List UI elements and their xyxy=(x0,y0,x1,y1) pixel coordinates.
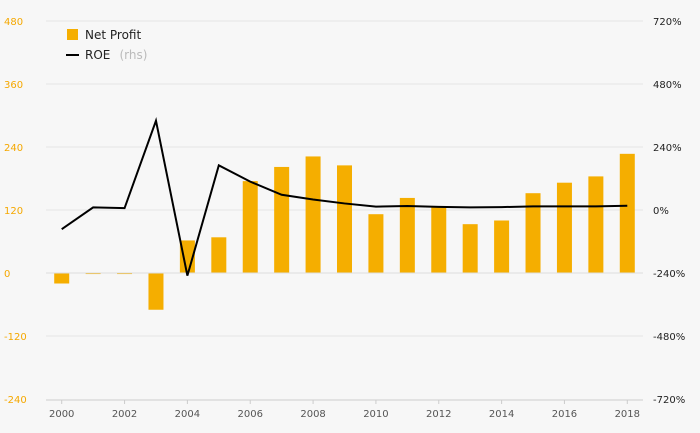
bar-net-profit xyxy=(588,176,604,273)
left-tick-label: 120 xyxy=(4,206,23,217)
bar-net-profit xyxy=(619,153,635,273)
bar-net-profit xyxy=(242,181,258,273)
right-tick-label: 720% xyxy=(653,17,682,28)
legend-label-net-profit: Net Profit xyxy=(85,28,141,42)
legend: Net Profit ROE (rhs) xyxy=(66,28,147,63)
bar-net-profit xyxy=(525,193,541,273)
bar-net-profit xyxy=(399,197,415,273)
bar-net-profit xyxy=(148,273,164,310)
bar-net-profit xyxy=(305,156,321,273)
x-tick-label: 2004 xyxy=(175,409,200,420)
left-tick-label: 360 xyxy=(4,80,23,91)
bar-net-profit xyxy=(431,206,447,273)
right-tick-label: -480% xyxy=(653,332,685,343)
x-tick-label: 2000 xyxy=(49,409,74,420)
left-axis-ticks: -240 -120 0 120 240 360 480 xyxy=(4,17,27,406)
bar-net-profit xyxy=(54,273,70,284)
right-axis-ticks: -720% -480% -240% 0% 240% 480% 720% xyxy=(653,17,685,406)
left-tick-label: 0 xyxy=(4,269,10,280)
bar-net-profit xyxy=(337,165,352,273)
x-tick-label: 2016 xyxy=(552,409,577,420)
legend-label-roe: ROE xyxy=(85,48,110,62)
x-tick-label: 2010 xyxy=(363,409,388,420)
bar-net-profit xyxy=(494,220,510,273)
left-tick-label: 240 xyxy=(4,143,23,154)
bar-net-profit xyxy=(462,224,478,273)
x-tick-label: 2012 xyxy=(426,409,451,420)
legend-swatch-net-profit xyxy=(67,29,78,40)
left-tick-label: -240 xyxy=(4,395,27,406)
right-tick-label: 240% xyxy=(653,143,682,154)
right-tick-label: 480% xyxy=(653,80,682,91)
left-tick-label: 480 xyxy=(4,17,23,28)
right-tick-label: -240% xyxy=(653,269,685,280)
bar-net-profit xyxy=(117,273,133,275)
line-series-roe xyxy=(61,117,628,276)
right-tick-label: -720% xyxy=(653,395,685,406)
x-tick-label: 2002 xyxy=(112,409,137,420)
bar-net-profit xyxy=(274,166,290,273)
x-axis-ticks: 2000 2002 2004 2006 2008 2010 2012 2014 2016 2018 xyxy=(49,400,640,420)
x-tick-label: 2006 xyxy=(238,409,263,420)
legend-label-roe-suffix: (rhs) xyxy=(119,48,147,62)
legend-label-roe-group: ROE (rhs) xyxy=(85,44,147,63)
left-tick-label: -120 xyxy=(4,332,27,343)
right-tick-label: 0% xyxy=(653,206,669,217)
x-tick-label: 2008 xyxy=(300,409,325,420)
bar-net-profit xyxy=(368,214,384,273)
bar-net-profit xyxy=(211,237,227,273)
bar-net-profit xyxy=(85,273,101,275)
bar-net-profit xyxy=(556,182,572,273)
bar-series-net-profit xyxy=(54,153,635,310)
x-tick-label: 2014 xyxy=(489,409,514,420)
x-tick-label: 2018 xyxy=(615,409,640,420)
